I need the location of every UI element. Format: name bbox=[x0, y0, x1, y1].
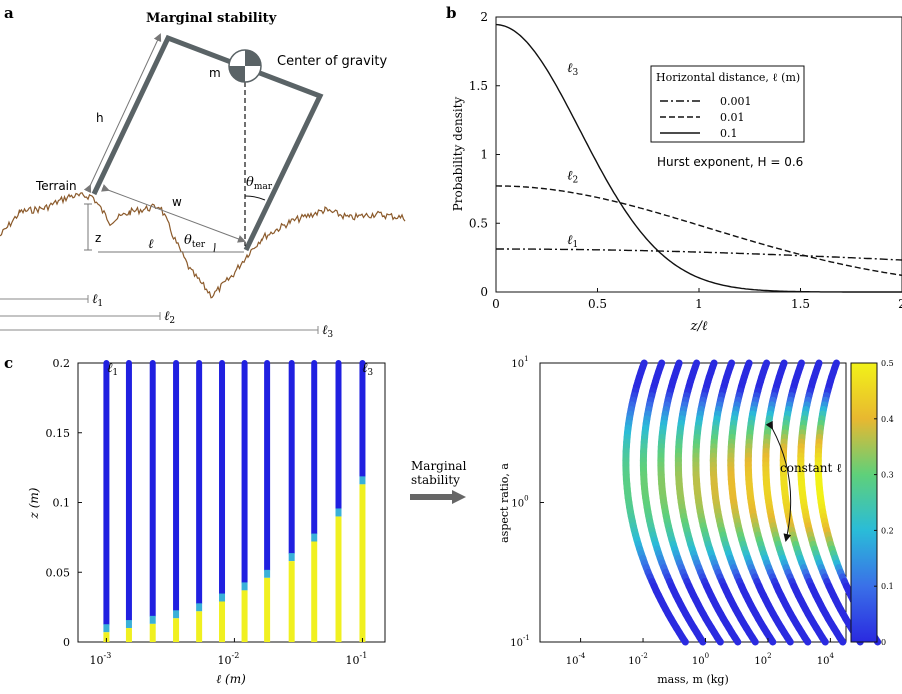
cl-xtick-label: 10-1 bbox=[346, 651, 368, 667]
panel-b-annotation: Hurst exponent, H = 0.6 bbox=[657, 155, 803, 169]
panel-c-right-xlabel: mass, m (kg) bbox=[657, 673, 729, 686]
panel-c-left-chart: 00.050.10.150.210-3 10-2 10-1 z (m) ℓ (m) … bbox=[27, 357, 386, 686]
aspect-mass-curve-segment bbox=[818, 633, 829, 646]
aspect-mass-curve-segment bbox=[696, 633, 707, 646]
aspect-mass-curve-segment bbox=[801, 633, 812, 646]
cl-ytick-label: 0.2 bbox=[53, 357, 71, 370]
panel-b-ylabel: Probability density bbox=[451, 96, 465, 211]
colorbar-tick-label: 0 bbox=[881, 638, 886, 647]
panel-b-legend bbox=[650, 65, 805, 143]
panel-b-ytick-label: 0 bbox=[480, 285, 488, 299]
arrow-text-line1: Marginal bbox=[411, 459, 467, 473]
panel-b-xtick-label: 1 bbox=[695, 297, 703, 311]
panel-b-ytick-label: 2 bbox=[480, 10, 488, 24]
w-label: w bbox=[172, 195, 182, 209]
center-of-gravity-icon bbox=[228, 49, 262, 83]
cr-ytick-label: 100 bbox=[511, 495, 528, 510]
ell2-label: ℓ2 bbox=[164, 309, 175, 326]
aspect-mass-curve-segment bbox=[748, 633, 759, 646]
z-label: z bbox=[95, 231, 101, 245]
panel-b-ytick-label: 0.5 bbox=[469, 216, 488, 230]
panel-c-right-chart: 10-4 10-2 100 102 104 10-1 100 101 aspect ratio… bbox=[498, 355, 894, 686]
cr-ytick-label: 101 bbox=[511, 355, 528, 370]
curve-label: ℓ2 bbox=[567, 168, 578, 185]
theta-ter-arc bbox=[213, 242, 216, 253]
ell3-label: ℓ3 bbox=[322, 323, 333, 340]
colorbar-tick-label: 0.2 bbox=[881, 526, 894, 535]
cog-label: Center of gravity bbox=[277, 54, 388, 69]
panel-c-left-ell3: ℓ3 bbox=[362, 361, 373, 378]
pdf-curve-0.1 bbox=[495, 23, 902, 293]
legend-entry: 0.001 bbox=[720, 95, 752, 108]
panel-b-chart: 0 0.5 1 1.5 2 0 0.5 1 1.5 2 Probability density z… bbox=[451, 10, 902, 334]
ell1-label: ℓ1 bbox=[92, 292, 103, 309]
panel-label-c: c bbox=[4, 354, 13, 372]
cl-xtick-label: 10-2 bbox=[218, 651, 240, 667]
panel-b-xlabel: z/ℓ bbox=[690, 319, 708, 334]
panel-a-schematic: Marginal stability ℓ1 ℓ2 ℓ3 ℓ θter z h bbox=[0, 11, 406, 340]
cr-xtick-label: 104 bbox=[817, 652, 835, 667]
cr-xtick-label: 102 bbox=[754, 652, 771, 667]
panel-c-left-ell1: ℓ1 bbox=[107, 361, 118, 378]
panel-b-xtick-label: 0 bbox=[492, 297, 500, 311]
cl-ytick-label: 0.05 bbox=[46, 566, 71, 579]
legend-entry: 0.01 bbox=[720, 111, 745, 124]
panel-b-xtick-label: 0.5 bbox=[588, 297, 607, 311]
constant-ell-arrow bbox=[765, 420, 792, 542]
w-arrow bbox=[100, 184, 246, 243]
panel-b-ytick-label: 1.5 bbox=[469, 79, 488, 93]
aspect-mass-curve-segment bbox=[713, 633, 724, 646]
legend-entry: 0.1 bbox=[720, 127, 738, 140]
panel-a-title: Marginal stability bbox=[146, 11, 277, 26]
panel-b-ytick-label: 1 bbox=[480, 148, 488, 162]
cr-xtick-label: 10-4 bbox=[566, 652, 586, 667]
pdf-curve-0.001 bbox=[496, 248, 902, 261]
curve-label: ℓ3 bbox=[567, 61, 578, 78]
colorbar-tick-label: 0.5 bbox=[881, 359, 894, 368]
h-label: h bbox=[96, 111, 104, 125]
colorbar-tick-label: 0.4 bbox=[881, 415, 894, 424]
aspect-mass-curve-segment bbox=[678, 633, 689, 646]
aspect-mass-curve-segment bbox=[783, 633, 794, 646]
aspect-mass-curve-segment bbox=[836, 633, 847, 646]
block-box bbox=[91, 34, 324, 252]
panel-label-a: a bbox=[4, 4, 14, 22]
cr-xtick-label: 10-2 bbox=[628, 652, 648, 667]
ell-scale-lines bbox=[0, 295, 319, 334]
panel-b-xtick-label: 2 bbox=[898, 297, 902, 311]
cl-ytick-label: 0.15 bbox=[46, 427, 71, 440]
arrow-text-line2: stability bbox=[411, 473, 460, 487]
ell-label: ℓ bbox=[148, 237, 154, 252]
panel-b-legend-title: Horizontal distance, ℓ (m) bbox=[656, 71, 800, 84]
cr-ytick-label: 10-1 bbox=[510, 634, 530, 649]
terrain-label: Terrain bbox=[35, 179, 77, 193]
panel-c-right-ylabel: aspect ratio, a bbox=[498, 463, 511, 543]
aspect-mass-curve-segment bbox=[766, 633, 777, 646]
theta-mar-label: θmar bbox=[246, 175, 273, 192]
aspect-mass-curve-segment bbox=[731, 633, 742, 646]
cl-ytick-label: 0.1 bbox=[53, 497, 71, 510]
terrain-profile bbox=[0, 192, 406, 299]
curve-label: ℓ1 bbox=[567, 233, 578, 250]
marginal-stability-arrow: Marginal stability bbox=[410, 459, 467, 504]
cl-xtick-label: 10-3 bbox=[90, 651, 112, 667]
theta-mar-arc bbox=[244, 195, 266, 201]
colorbar-tick-label: 0.1 bbox=[881, 582, 894, 591]
panel-c-right-annotation: constant ℓ bbox=[780, 461, 842, 475]
panel-b-xtick-label: 1.5 bbox=[791, 297, 810, 311]
cr-xtick-label: 100 bbox=[692, 652, 709, 667]
mass-label: m bbox=[209, 66, 221, 80]
cl-ytick-label: 0 bbox=[63, 636, 70, 649]
h-arrow bbox=[83, 33, 162, 194]
panel-c-left-ylabel: z (m) bbox=[27, 487, 41, 519]
panel-label-b: b bbox=[446, 4, 457, 22]
colorbar bbox=[850, 362, 878, 643]
theta-ter-label: θter bbox=[184, 233, 206, 250]
colorbar-tick-label: 0.3 bbox=[881, 471, 894, 480]
panel-c-left-xlabel: ℓ (m) bbox=[216, 672, 246, 686]
pdf-curve-0.01 bbox=[496, 185, 902, 276]
